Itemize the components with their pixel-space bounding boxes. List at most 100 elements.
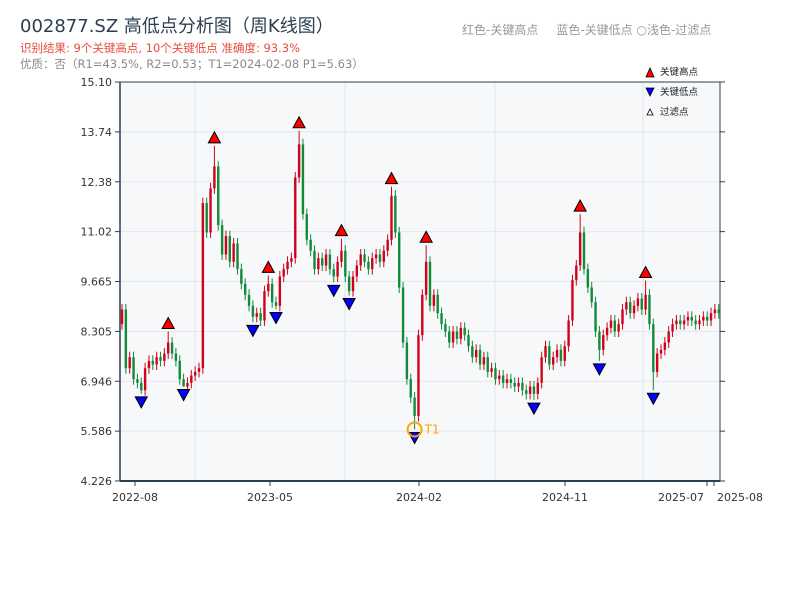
candle-body: [536, 382, 539, 394]
candle-body: [555, 349, 559, 358]
key-low-marker: [246, 324, 260, 338]
x-tick-label: 2023-05: [247, 491, 293, 504]
y-tick-label: 15.10: [81, 76, 113, 89]
candle-body: [544, 346, 547, 358]
candle-body: [517, 382, 520, 387]
key-high-marker: [292, 115, 306, 129]
candle-body: [390, 195, 393, 240]
legend-label: 关键高点: [660, 66, 699, 78]
candle-body: [344, 250, 347, 277]
candle-body: [686, 316, 690, 321]
candle-body: [552, 357, 555, 365]
candle-body: [409, 379, 412, 398]
candle-body: [490, 368, 493, 372]
candle-body: [186, 382, 189, 387]
candle-body: [451, 331, 455, 343]
candle-body: [236, 243, 239, 270]
candle-body: [170, 342, 174, 354]
candle-body: [244, 283, 247, 295]
candle-body: [594, 302, 597, 332]
candle-body: [178, 360, 181, 380]
candle-body: [548, 346, 551, 365]
candles: [120, 130, 720, 430]
candle-body: [478, 349, 482, 365]
candle-body: [155, 357, 158, 365]
candle-body: [652, 324, 655, 372]
candle-body: [525, 390, 528, 394]
hint-blue: 蓝色-关键低点: [556, 23, 633, 37]
candle-body: [313, 250, 316, 270]
candle-body: [428, 261, 432, 306]
candle-body: [405, 342, 409, 380]
candle-body: [124, 309, 128, 369]
candle-body: [398, 232, 401, 288]
x-tick-label: 2025-07: [658, 491, 704, 504]
candle-body: [713, 309, 717, 314]
candle-body: [501, 375, 505, 383]
candle-body: [201, 203, 205, 369]
candle-body: [205, 203, 208, 233]
candle-body: [347, 276, 351, 292]
candle-body: [424, 261, 428, 295]
candle-body: [575, 265, 578, 281]
candle-body: [159, 357, 162, 361]
candle-body: [690, 316, 693, 321]
candle-body: [444, 324, 447, 332]
candle-body: [571, 280, 574, 321]
legend-filtered-icon: [646, 108, 654, 116]
candle-body: [401, 287, 405, 343]
candle-body: [167, 342, 170, 354]
candle-body: [297, 144, 301, 178]
y-tick-label: 6.946: [81, 375, 113, 388]
candle-body: [621, 309, 624, 325]
candle-body: [667, 331, 670, 343]
candle-body: [282, 269, 285, 277]
candle-body: [625, 302, 628, 310]
color-hint: 红色-关键高点 蓝色-关键低点 ○浅色-过滤点: [462, 21, 729, 38]
key-high-marker: [573, 199, 587, 212]
candle-body: [559, 349, 563, 361]
candle-body: [367, 261, 370, 270]
x-tick-label: 2024-02: [396, 491, 442, 504]
candle-body: [455, 331, 459, 339]
candle-body: [220, 225, 224, 255]
y-tick-label: 5.586: [81, 425, 113, 438]
candle-body: [270, 283, 274, 303]
chart-title: 002877.SZ 高低点分析图（周K线图）: [20, 16, 334, 37]
candle-body: [436, 294, 439, 314]
key-low-marker: [342, 298, 356, 311]
candle-body: [663, 342, 667, 350]
candle-body: [232, 243, 235, 262]
candle-body: [301, 144, 305, 215]
candle-body: [332, 269, 335, 277]
candle-body: [475, 349, 478, 358]
candle-body: [682, 320, 686, 325]
candle-body: [321, 258, 324, 266]
candle-body: [259, 313, 262, 321]
candle-body: [521, 382, 524, 391]
candle-body: [309, 239, 312, 251]
candle-body: [251, 305, 255, 317]
candle-body: [382, 250, 385, 262]
key-low-marker: [592, 363, 607, 376]
candle-body: [240, 269, 243, 284]
key-high-marker: [419, 230, 433, 243]
candle-body: [459, 327, 462, 339]
candle-body: [467, 335, 470, 347]
candle-body: [471, 346, 474, 358]
candle-body: [174, 353, 178, 361]
candle-body: [632, 305, 636, 314]
candle-body: [421, 294, 424, 336]
candle-body: [640, 298, 643, 310]
candle-body: [394, 195, 397, 233]
candle-body: [336, 261, 339, 277]
candle-body: [675, 320, 678, 325]
y-tick-label: 8.305: [81, 325, 113, 338]
candle-body: [578, 232, 582, 266]
candle-body: [136, 379, 139, 383]
candle-body: [609, 320, 613, 328]
candle-body: [324, 254, 328, 266]
candle-body: [648, 294, 651, 325]
legend-label: 关键低点: [660, 86, 699, 98]
